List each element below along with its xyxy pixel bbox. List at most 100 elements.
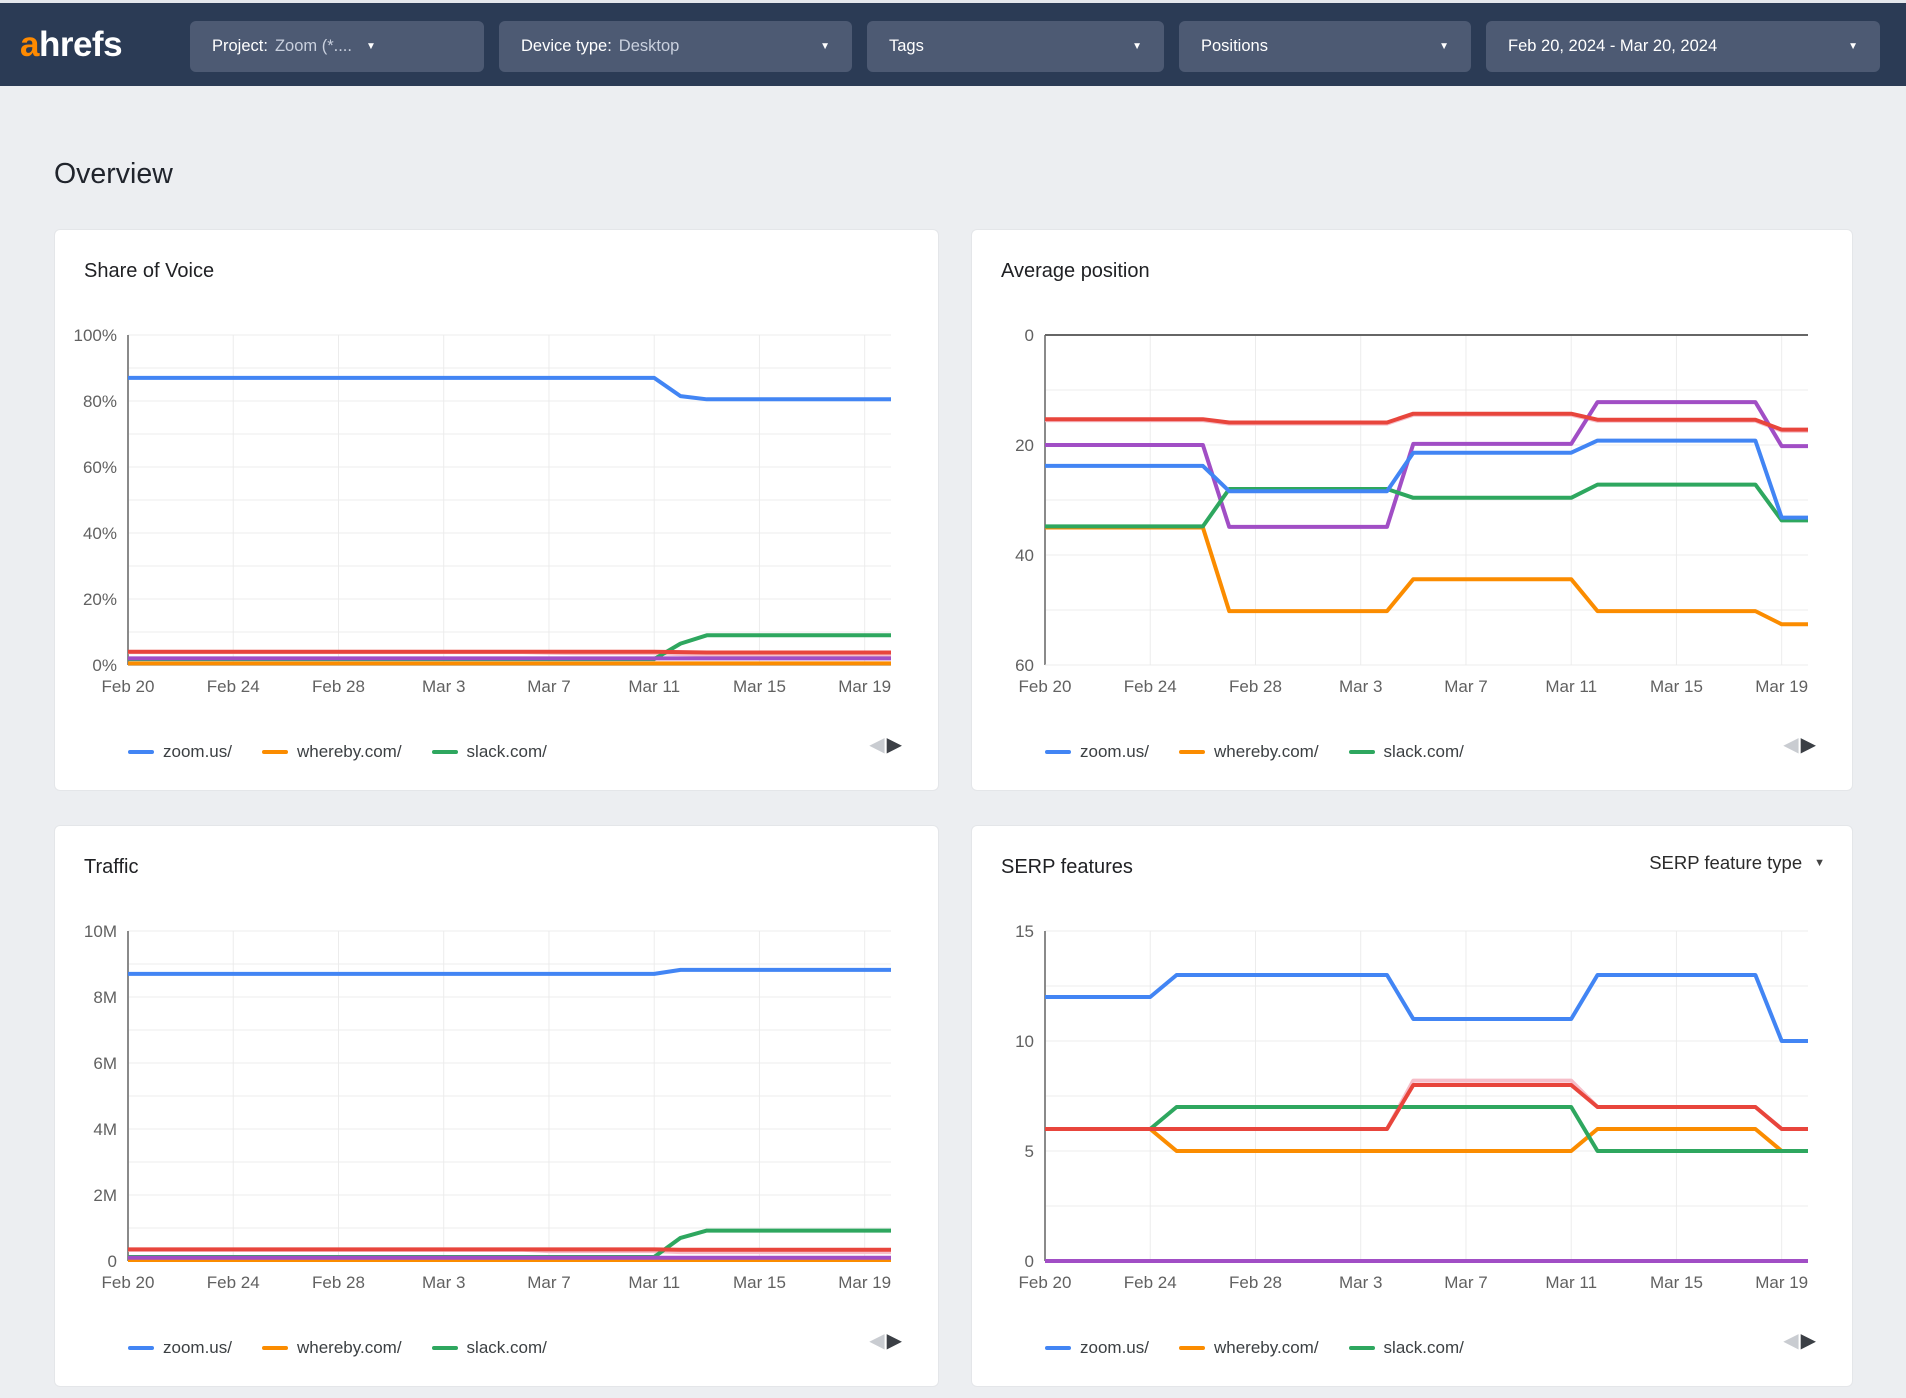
legend-pager: ◀ ▶: [1783, 735, 1816, 755]
x-tick-label: Feb 24: [207, 1273, 260, 1292]
legend-item-slackcom[interactable]: slack.com/: [1348, 742, 1464, 762]
share-of-voice-chart[interactable]: 100% 80% 60% 40% 20% 0% Feb 20 Feb 24 Feb 28 Mar …: [55, 325, 902, 700]
legend-swatch: [1348, 750, 1375, 754]
caret-down-icon: ▼: [1814, 856, 1825, 869]
caret-down-icon: ▼: [1439, 40, 1449, 52]
legend-item-zoomus[interactable]: zoom.us/: [1045, 742, 1149, 762]
x-tick-label: Mar 11: [1545, 1273, 1597, 1292]
x-tick-label: Feb 28: [1229, 677, 1282, 696]
ahrefs-logo[interactable]: a hrefs: [20, 3, 123, 86]
chart-legend: zoom.us/whereby.com/slack.com/: [128, 1338, 547, 1358]
x-tick-label: Mar 3: [1339, 1273, 1382, 1292]
date-range-dropdown[interactable]: Feb 20, 2024 - Mar 20, 2024 ▼: [1486, 21, 1880, 72]
chart-title: Average position: [1001, 260, 1150, 282]
legend-swatch: [128, 750, 154, 754]
tags-dropdown[interactable]: Tags ▼: [867, 21, 1164, 72]
serp-feature-type-dropdown[interactable]: SERP feature type ▼: [1649, 852, 1825, 874]
legend-swatch: [1178, 1346, 1205, 1350]
legend-swatch: [128, 1346, 154, 1350]
serp-features-line-slackcom: [1045, 1105, 1808, 1153]
chart-title: Traffic: [84, 856, 139, 878]
share-of-voice-card: Share of Voice 100% 80% 60% 40% 20% 0% Feb 20 F…: [54, 229, 939, 791]
x-tick-label: Feb 24: [207, 677, 260, 696]
x-tick-label: Feb 28: [312, 677, 365, 696]
x-tick-label: Mar 7: [1444, 1273, 1487, 1292]
x-tick-label: Feb 28: [312, 1273, 365, 1292]
serp-features-plot: 15 10 5 0 Feb 20 Feb 24 Feb 28 Mar 3 Mar 7 Mar 11…: [1015, 922, 1808, 1292]
y-tick-label: 2M: [93, 1186, 117, 1205]
pager-right-icon[interactable]: ▶: [886, 1330, 902, 1352]
share-of-voice-line-red: [128, 649, 891, 655]
y-tick-label: 0: [1025, 326, 1034, 345]
y-tick-label: 10M: [84, 922, 117, 941]
legend-item-wherebycom[interactable]: whereby.com/: [1178, 742, 1319, 762]
caret-down-icon: ▼: [365, 40, 376, 52]
serp-features-line-zoomus: [1045, 973, 1808, 1043]
legend-label: whereby.com/: [296, 1338, 402, 1357]
legend-item-wherebycom[interactable]: whereby.com/: [261, 1338, 402, 1358]
project-dropdown-value: Zoom (*....: [274, 37, 352, 55]
project-dropdown-label: Project:: [212, 37, 268, 55]
legend-swatch: [261, 1346, 288, 1350]
device-type-dropdown-value: Desktop: [618, 37, 680, 55]
pager-right-icon[interactable]: ▶: [1800, 734, 1816, 756]
average-position-card: Average position 0 20 40 60 Feb 20 Feb 24 Feb …: [971, 229, 1853, 791]
serp-features-card: SERP features SERP feature type ▼ 15 10 5 0…: [971, 825, 1853, 1387]
legend-item-slackcom[interactable]: slack.com/: [431, 742, 547, 762]
positions-dropdown[interactable]: Positions ▼: [1179, 21, 1471, 72]
x-tick-label: Mar 7: [527, 677, 570, 696]
legend-swatch: [1045, 750, 1071, 754]
legend-item-slackcom[interactable]: slack.com/: [431, 1338, 547, 1358]
y-tick-label: 15: [1015, 922, 1034, 941]
average-position-line-red: [1045, 411, 1808, 432]
x-tick-label: Mar 11: [1545, 677, 1597, 696]
legend-swatch: [1348, 1346, 1375, 1350]
average-position-line-purple: [1045, 400, 1808, 529]
x-tick-label: Mar 3: [422, 677, 465, 696]
legend-item-zoomus[interactable]: zoom.us/: [128, 742, 232, 762]
device-type-dropdown[interactable]: Device type: Desktop ▼: [499, 21, 852, 72]
pager-left-icon[interactable]: ◀: [1783, 1330, 1799, 1352]
legend-item-slackcom[interactable]: slack.com/: [1348, 1338, 1464, 1358]
legend-item-zoomus[interactable]: zoom.us/: [1045, 1338, 1149, 1358]
pager-right-icon[interactable]: ▶: [1800, 1330, 1816, 1352]
x-tick-label: Mar 7: [1444, 677, 1487, 696]
positions-dropdown-label: Positions: [1201, 37, 1268, 55]
pager-left-icon[interactable]: ◀: [869, 734, 885, 756]
pager-right-icon[interactable]: ▶: [886, 734, 902, 756]
chart-legend: zoom.us/whereby.com/slack.com/: [1045, 742, 1464, 762]
y-tick-label: 0: [1025, 1252, 1034, 1271]
average-position-line-zoomus: [1045, 438, 1808, 520]
traffic-line-zoomus: [128, 967, 891, 976]
x-tick-label: Feb 24: [1124, 1273, 1177, 1292]
project-dropdown[interactable]: Project: Zoom (*.... ▼: [190, 21, 484, 72]
y-tick-label: 60: [1015, 656, 1034, 675]
tags-dropdown-label: Tags: [889, 37, 924, 55]
pager-left-icon[interactable]: ◀: [869, 1330, 885, 1352]
legend-label: whereby.com/: [296, 742, 402, 761]
x-tick-label: Feb 20: [1019, 1273, 1072, 1292]
y-tick-label: 40: [1015, 546, 1034, 565]
average-position-chart[interactable]: 0 20 40 60 Feb 20 Feb 24 Feb 28 Mar 3 Mar 7 Mar 1…: [972, 325, 1819, 700]
top-strip: [0, 0, 1906, 3]
date-range-value: Feb 20, 2024 - Mar 20, 2024: [1508, 37, 1718, 55]
y-tick-label: 80%: [83, 392, 117, 411]
legend-label: whereby.com/: [1213, 1338, 1319, 1357]
legend-item-wherebycom[interactable]: whereby.com/: [1178, 1338, 1319, 1358]
legend-label: slack.com/: [466, 742, 547, 761]
serp-features-chart[interactable]: 15 10 5 0 Feb 20 Feb 24 Feb 28 Mar 3 Mar 7 Mar 11…: [972, 921, 1819, 1296]
x-tick-label: Mar 7: [527, 1273, 570, 1292]
x-tick-label: Mar 11: [628, 1273, 680, 1292]
x-tick-label: Mar 3: [422, 1273, 465, 1292]
legend-swatch: [1045, 1346, 1071, 1350]
traffic-card: Traffic 10M 8M 6M 4M 2M 0 Feb 20 Feb 24 Feb 28 Ma…: [54, 825, 939, 1387]
traffic-chart[interactable]: 10M 8M 6M 4M 2M 0 Feb 20 Feb 24 Feb 28 Mar 3 Mar 7…: [55, 921, 902, 1296]
legend-item-wherebycom[interactable]: whereby.com/: [261, 742, 402, 762]
legend-item-zoomus[interactable]: zoom.us/: [128, 1338, 232, 1358]
logo-accent-letter: a: [20, 24, 39, 64]
legend-label: slack.com/: [1383, 742, 1464, 761]
x-tick-label: Mar 15: [1650, 677, 1703, 696]
pager-left-icon[interactable]: ◀: [1783, 734, 1799, 756]
legend-pager: ◀ ▶: [1783, 1331, 1816, 1351]
x-tick-label: Mar 11: [628, 677, 680, 696]
